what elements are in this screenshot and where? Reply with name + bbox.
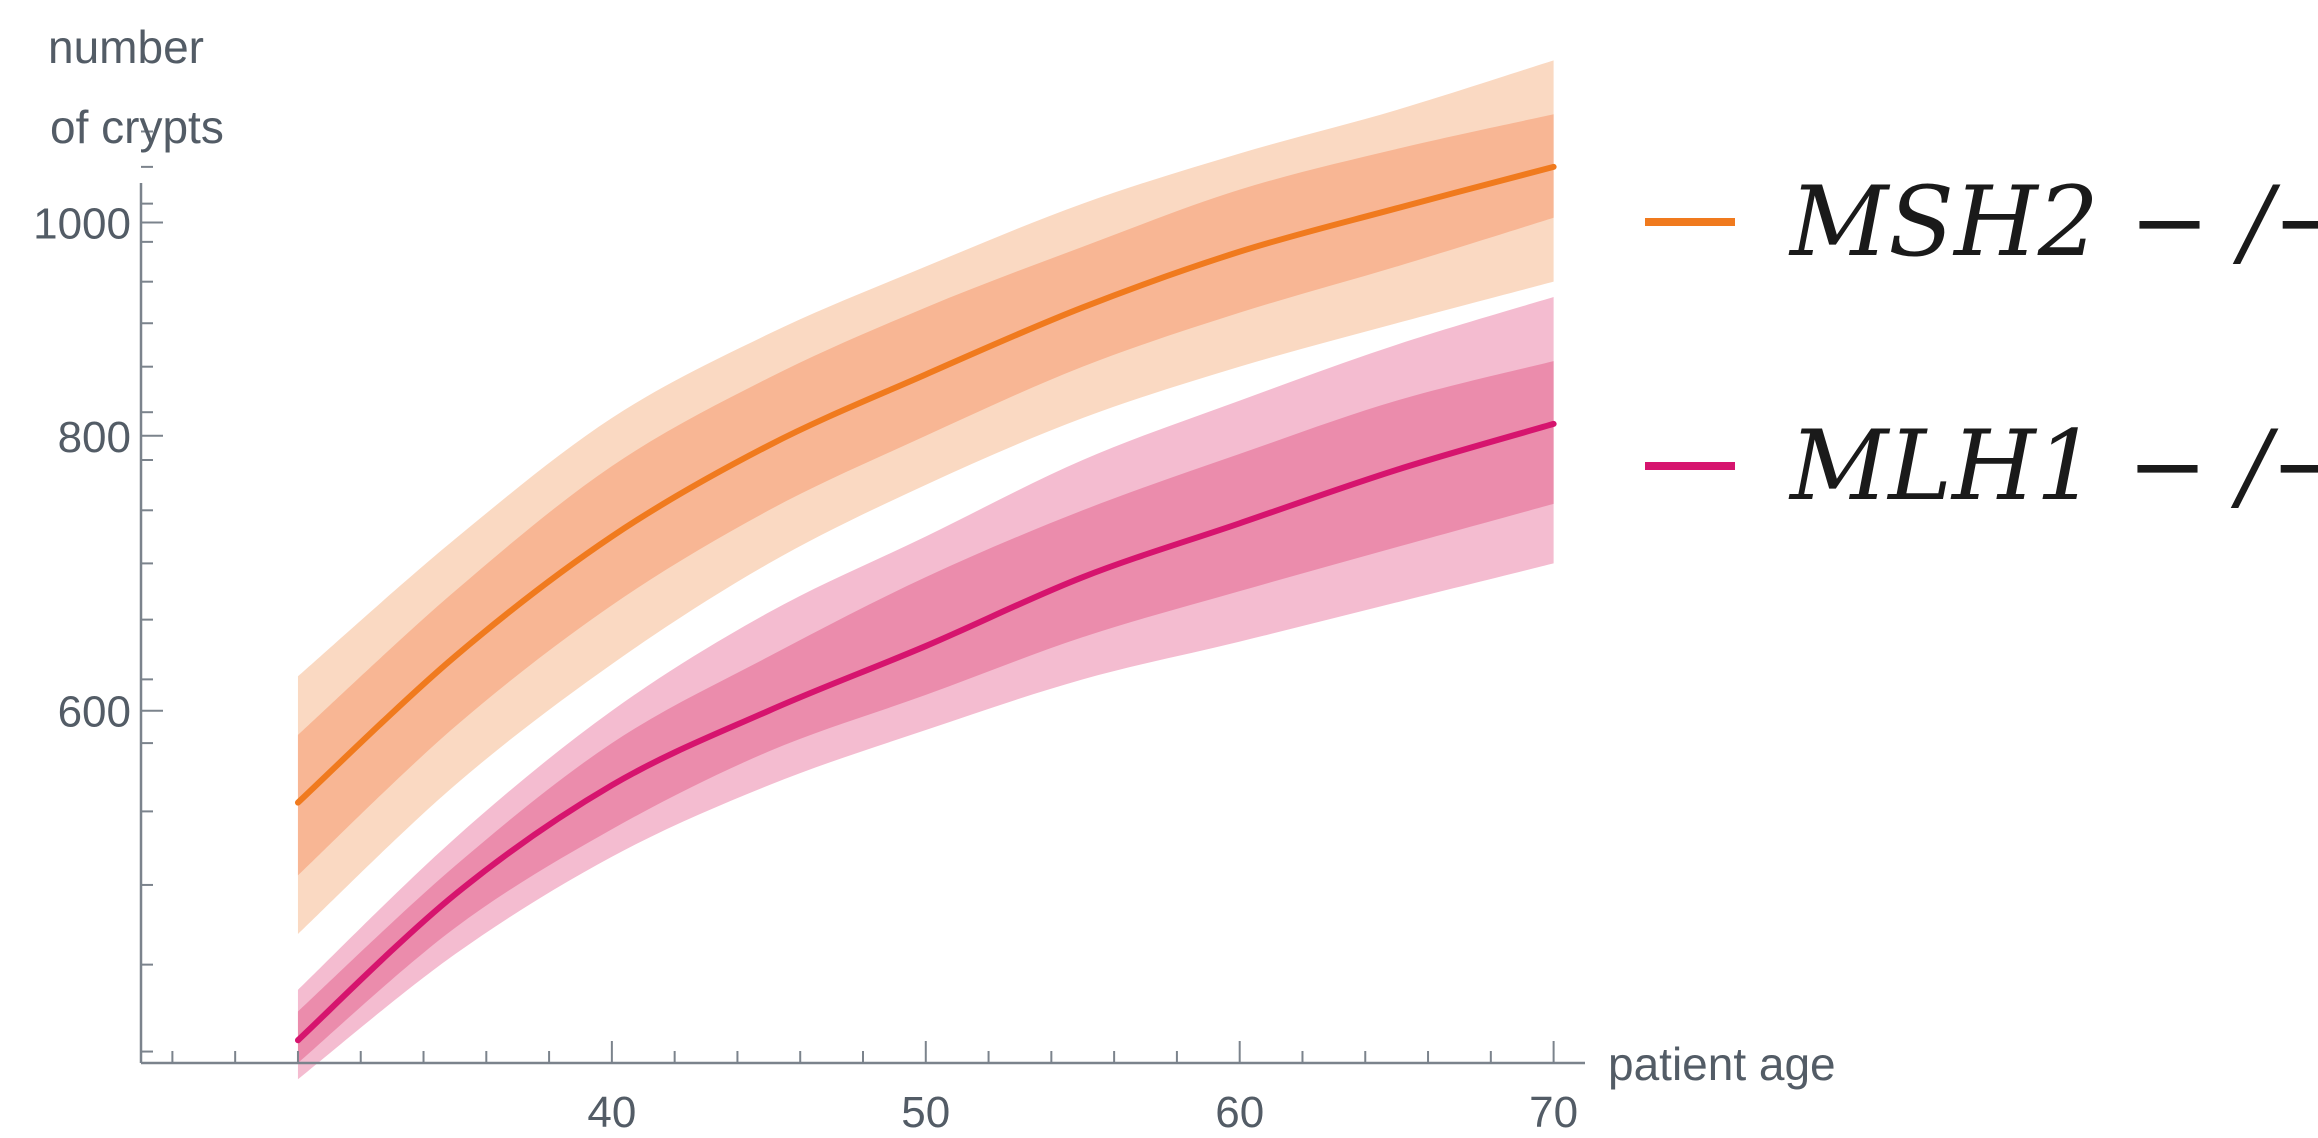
legend-label-0: MSH2 − /− <box>1788 166 2318 278</box>
minor-ticks <box>141 130 1492 1063</box>
x-tick-label-60: 60 <box>1215 1088 1264 1137</box>
confidence-bands <box>297 60 1554 1080</box>
y-ticks: 600 800 1000 <box>33 200 163 737</box>
y-tick-label-600: 600 <box>58 688 131 737</box>
series-1-inner-band <box>297 361 1554 1063</box>
x-tick-label-40: 40 <box>587 1088 636 1137</box>
x-axis-label: patient age <box>1608 1038 1836 1090</box>
y-axis-label-line-1: number <box>48 21 204 73</box>
y-tick-label-1000: 1000 <box>33 200 131 249</box>
y-axis-label-line-2: of crypts <box>50 101 224 153</box>
series-1-line <box>294 420 1557 1044</box>
series-0-line <box>294 163 1557 806</box>
y-tick-label-800: 800 <box>58 413 131 462</box>
x-tick-label-70: 70 <box>1529 1088 1578 1137</box>
x-ticks: 40 50 60 70 <box>587 1041 1578 1137</box>
series-lines <box>294 163 1557 1044</box>
series-0-inner-band <box>297 114 1554 876</box>
legend: MSH2 − /− MLH1 − /− <box>1645 166 2318 522</box>
legend-label-1: MLH1 − /− <box>1788 410 2318 522</box>
x-tick-label-50: 50 <box>901 1088 950 1137</box>
